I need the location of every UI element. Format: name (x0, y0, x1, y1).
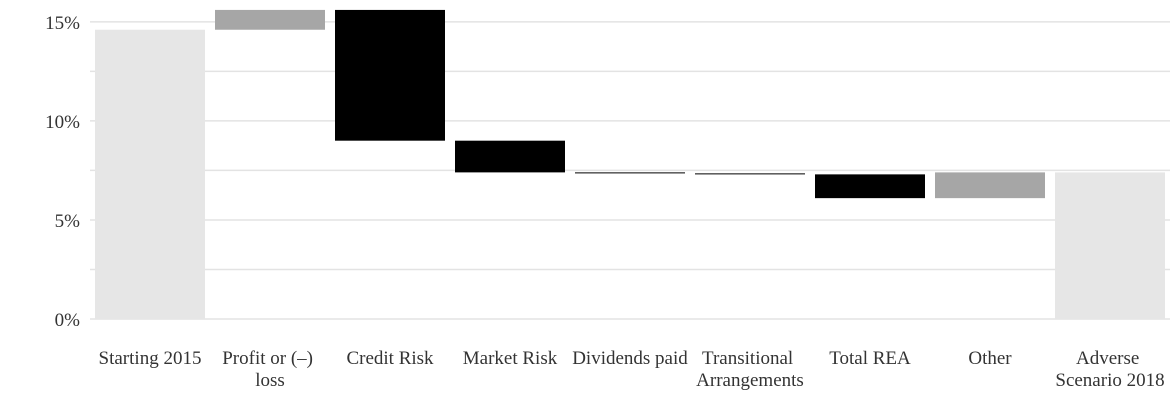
x-tick-label: Profit or (–) loss (222, 348, 318, 391)
bar (575, 172, 685, 174)
label-line: Profit or (–) (222, 348, 318, 369)
x-tick-label: Transitional Arrangements (696, 348, 804, 391)
label-line: Dividends paid (572, 348, 688, 369)
label-line: Total REA (829, 348, 911, 369)
bar (815, 174, 925, 199)
y-tick-label: 15% (45, 13, 80, 34)
y-tick-label: 5% (55, 211, 81, 232)
bar (695, 173, 805, 175)
bar (215, 9, 325, 30)
bar (335, 9, 445, 141)
x-tick-label: Credit Risk (346, 348, 434, 369)
label-line: loss (255, 370, 285, 391)
label-line: Scenario 2018 (1055, 370, 1164, 391)
bar (95, 29, 205, 320)
label-line: Market Risk (463, 348, 558, 369)
label-line: Starting 2015 (99, 348, 202, 369)
x-tick-label: Starting 2015 (99, 348, 202, 369)
x-tick-label: Total REA (829, 348, 911, 369)
label-line: Credit Risk (346, 348, 434, 369)
x-tick-label: Dividends paid (572, 348, 688, 369)
x-tick-label: Market Risk (463, 348, 558, 369)
x-tick-label: Other (968, 348, 1012, 369)
bar (935, 172, 1045, 199)
label-line: Adverse (1076, 348, 1144, 369)
label-line: Other (968, 348, 1012, 369)
y-tick-label: 10% (45, 112, 80, 133)
label-line: Arrangements (696, 370, 804, 391)
label-line: Transitional (702, 348, 798, 369)
bar (455, 140, 565, 173)
y-tick-label: 0% (55, 310, 81, 331)
x-tick-label: Adverse Scenario 2018 (1055, 348, 1164, 391)
bar (1055, 172, 1165, 319)
